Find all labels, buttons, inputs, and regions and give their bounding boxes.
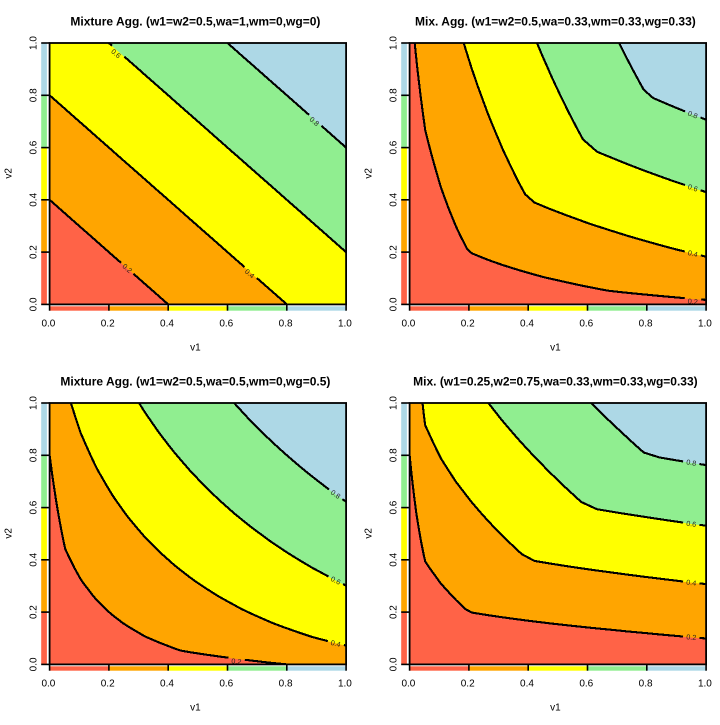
svg-text:0.2: 0.2 [461, 679, 475, 690]
svg-text:0.8: 0.8 [279, 319, 293, 330]
svg-text:0.6: 0.6 [329, 574, 342, 587]
svg-text:0.6: 0.6 [687, 182, 699, 194]
svg-text:0.2: 0.2 [686, 632, 697, 642]
svg-text:v2: v2 [363, 168, 374, 179]
svg-text:0.0: 0.0 [389, 297, 400, 311]
svg-text:0.8: 0.8 [686, 109, 699, 121]
svg-text:Mix. Agg. (w1=w2=0.5,wa=0.33,w: Mix. Agg. (w1=w2=0.5,wa=0.33,wm=0.33,wg=… [415, 15, 696, 29]
svg-text:0.0: 0.0 [29, 297, 40, 311]
svg-text:0.2: 0.2 [101, 679, 115, 690]
svg-text:1.0: 1.0 [389, 36, 400, 50]
svg-text:0.4: 0.4 [686, 578, 697, 588]
svg-text:v2: v2 [3, 528, 14, 539]
svg-text:0.2: 0.2 [101, 319, 115, 330]
svg-text:0.6: 0.6 [686, 519, 697, 529]
svg-text:0.2: 0.2 [461, 319, 475, 330]
svg-text:0.4: 0.4 [29, 552, 40, 566]
svg-text:0.4: 0.4 [389, 552, 400, 566]
svg-text:0.2: 0.2 [389, 605, 400, 619]
svg-text:v1: v1 [550, 342, 561, 353]
svg-text:1.0: 1.0 [29, 396, 40, 410]
svg-text:0.0: 0.0 [41, 679, 55, 690]
svg-text:0.8: 0.8 [639, 319, 653, 330]
svg-text:1.0: 1.0 [698, 679, 712, 690]
svg-text:0.2: 0.2 [231, 656, 242, 666]
svg-text:0.0: 0.0 [401, 319, 415, 330]
svg-text:0.0: 0.0 [401, 679, 415, 690]
svg-text:Mixture Agg. (w1=w2=0.5,wa=1,w: Mixture Agg. (w1=w2=0.5,wa=1,wm=0,wg=0) [70, 15, 320, 29]
svg-text:Mix. (w1=0.25,w2=0.75,wa=0.33,: Mix. (w1=0.25,w2=0.75,wa=0.33,wm=0.33,wg… [413, 375, 698, 389]
svg-text:1.0: 1.0 [29, 36, 40, 50]
svg-text:1.0: 1.0 [338, 319, 352, 330]
svg-text:0.6: 0.6 [29, 500, 40, 514]
svg-text:0.8: 0.8 [29, 88, 40, 102]
svg-text:0.6: 0.6 [579, 679, 593, 690]
svg-text:0.6: 0.6 [389, 500, 400, 514]
svg-text:0.6: 0.6 [219, 319, 233, 330]
svg-text:0.6: 0.6 [219, 679, 233, 690]
svg-text:0.8: 0.8 [639, 679, 653, 690]
svg-text:1.0: 1.0 [389, 396, 400, 410]
svg-text:0.8: 0.8 [389, 88, 400, 102]
svg-text:0.4: 0.4 [29, 192, 40, 206]
svg-text:0.4: 0.4 [160, 319, 174, 330]
svg-text:0.8: 0.8 [686, 457, 697, 467]
svg-text:0.0: 0.0 [41, 319, 55, 330]
svg-text:1.0: 1.0 [698, 319, 712, 330]
svg-text:v1: v1 [190, 342, 201, 353]
svg-text:0.4: 0.4 [330, 638, 342, 649]
svg-text:0.4: 0.4 [687, 248, 699, 259]
svg-text:0.8: 0.8 [389, 448, 400, 462]
svg-text:1.0: 1.0 [338, 679, 352, 690]
svg-text:0.8: 0.8 [279, 679, 293, 690]
svg-text:0.2: 0.2 [29, 605, 40, 619]
svg-text:v1: v1 [190, 702, 201, 713]
svg-text:0.2: 0.2 [389, 245, 400, 259]
svg-text:0.6: 0.6 [389, 140, 400, 154]
svg-text:0.2: 0.2 [687, 297, 698, 307]
svg-text:0.2: 0.2 [29, 245, 40, 259]
svg-text:0.4: 0.4 [520, 679, 534, 690]
svg-text:0.4: 0.4 [520, 319, 534, 330]
svg-text:0.6: 0.6 [579, 319, 593, 330]
svg-text:Mixture Agg. (w1=w2=0.5,wa=0.5: Mixture Agg. (w1=w2=0.5,wa=0.5,wm=0,wg=0… [60, 375, 330, 389]
svg-text:0.6: 0.6 [29, 140, 40, 154]
svg-text:v1: v1 [550, 702, 561, 713]
svg-text:v2: v2 [363, 528, 374, 539]
svg-text:0.0: 0.0 [389, 657, 400, 671]
svg-text:0.4: 0.4 [389, 192, 400, 206]
svg-text:0.4: 0.4 [160, 679, 174, 690]
svg-text:v2: v2 [3, 168, 14, 179]
svg-text:0.8: 0.8 [29, 448, 40, 462]
svg-text:0.0: 0.0 [29, 657, 40, 671]
